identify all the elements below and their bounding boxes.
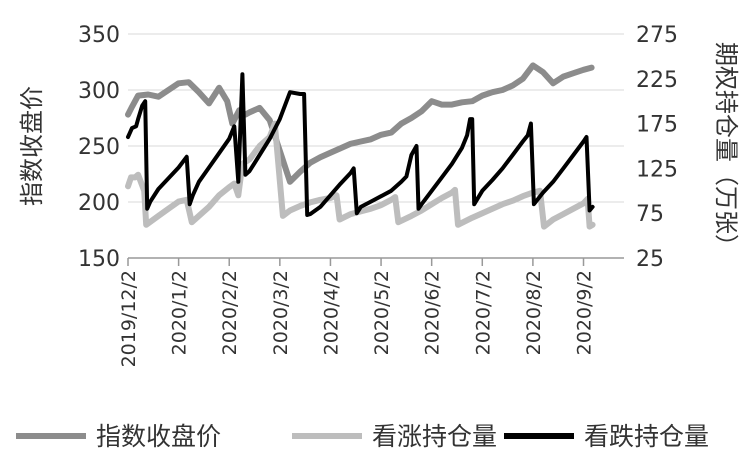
x-tick-label: 2020/8/2 [523,270,545,355]
x-tick-label: 2020/2/2 [219,270,241,355]
x-tick-label: 2020/7/2 [472,270,494,355]
legend: 指数收盘价 看涨持仓量 看跌持仓量 [16,422,709,451]
right-tick-label: 75 [636,202,664,227]
x-tick-label: 2020/9/2 [574,270,596,355]
series-line-2 [126,72,595,217]
right-tick-label: 225 [636,68,678,93]
legend-label: 看涨持仓量 [372,422,497,451]
left-tick-label: 350 [78,23,120,48]
right-axis-label: 期权持仓量（万张） [712,42,740,258]
right-tick-label: 125 [636,157,678,182]
right-tick-label: 275 [636,23,678,48]
left-tick-label: 150 [78,247,120,272]
x-tick-label: 2020/5/2 [371,270,393,355]
x-tick-label: 2020/3/2 [270,270,292,355]
right-tick-label: 25 [636,247,664,272]
x-tick-label: 2020/6/2 [422,270,444,355]
right-y-axis: 25 75 125 175 225 275 [636,23,678,272]
left-tick-label: 250 [78,135,120,160]
left-axis-label: 指数收盘价 [18,86,46,206]
x-tick-label: 2020/1/2 [169,270,191,355]
series-lines [125,62,596,230]
x-axis: 2019/12/2 2020/1/2 2020/2/2 2020/3/2 2020/4/… [118,257,624,367]
left-tick-label: 300 [78,79,120,104]
series-line-0 [125,62,595,185]
left-y-axis: 150 200 250 300 350 [78,23,120,272]
legend-label: 看跌持仓量 [584,422,709,451]
left-tick-label: 200 [78,191,120,216]
series-line-1 [125,120,596,230]
x-tick-label: 2019/12/2 [118,270,140,367]
x-tick-label: 2020/4/2 [320,270,342,355]
right-tick-label: 175 [636,113,678,138]
legend-label: 指数收盘价 [96,422,221,451]
